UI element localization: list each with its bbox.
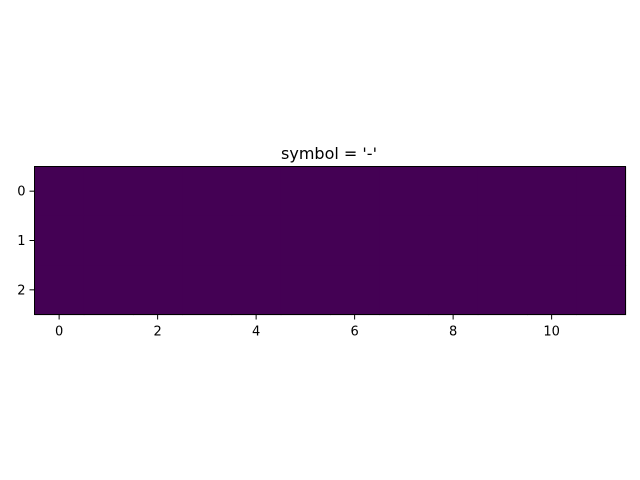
heatmap-cell <box>280 265 331 316</box>
x-tick-label: 10 <box>543 325 560 340</box>
x-tick-label: 0 <box>55 325 63 340</box>
heatmap-cell <box>527 215 577 266</box>
heatmap-cell <box>477 265 528 316</box>
heatmap-cell <box>83 215 134 266</box>
x-axis: 0 2 4 6 8 10 <box>55 314 560 340</box>
heatmap-cell <box>428 215 479 266</box>
chart-title: symbol = '-' <box>281 144 377 163</box>
x-tick-label: 8 <box>449 325 457 340</box>
heatmap-cell <box>527 166 577 217</box>
heatmap-cell <box>83 166 134 217</box>
heatmap-cell <box>182 215 233 266</box>
heatmap-cell <box>477 166 528 217</box>
heatmap-cell <box>83 265 134 316</box>
x-tick-label: 4 <box>252 325 260 340</box>
heatmap-cell <box>231 166 282 217</box>
heatmap-cell <box>133 166 183 217</box>
x-tick-label: 2 <box>153 325 161 340</box>
heatmap-cell <box>34 215 85 266</box>
heatmap-cell <box>379 166 430 217</box>
y-tick-label: 0 <box>17 185 25 200</box>
heatmap-cell <box>231 265 282 316</box>
heatmap-cell <box>428 265 479 316</box>
heatmap-cell <box>330 166 380 217</box>
heatmap-cell <box>182 166 233 217</box>
heatmap-cell <box>576 265 627 316</box>
heatmap-cell <box>34 166 85 217</box>
y-axis: 0 1 2 <box>17 185 35 298</box>
heatmap-cell <box>379 215 430 266</box>
heatmap-cell <box>133 215 183 266</box>
heatmap-cell <box>576 166 627 217</box>
heatmap-cell <box>330 265 380 316</box>
heatmap-cell <box>182 265 233 316</box>
heatmap-cell <box>330 215 380 266</box>
heatmap-cell <box>477 215 528 266</box>
heatmap-cell <box>133 265 183 316</box>
heatmap-cell <box>231 215 282 266</box>
heatmap-cell <box>280 215 331 266</box>
heatmap-cells <box>34 166 627 316</box>
x-tick-label: 6 <box>350 325 358 340</box>
heatmap-cell <box>280 166 331 217</box>
heatmap-cell <box>527 265 577 316</box>
heatmap-cell <box>576 215 627 266</box>
y-tick-label: 1 <box>17 234 25 249</box>
heatmap-cell <box>379 265 430 316</box>
plot-area <box>34 166 627 316</box>
y-tick-label: 2 <box>17 283 25 298</box>
heatmap-cell <box>34 265 85 316</box>
heatmap-cell <box>428 166 479 217</box>
